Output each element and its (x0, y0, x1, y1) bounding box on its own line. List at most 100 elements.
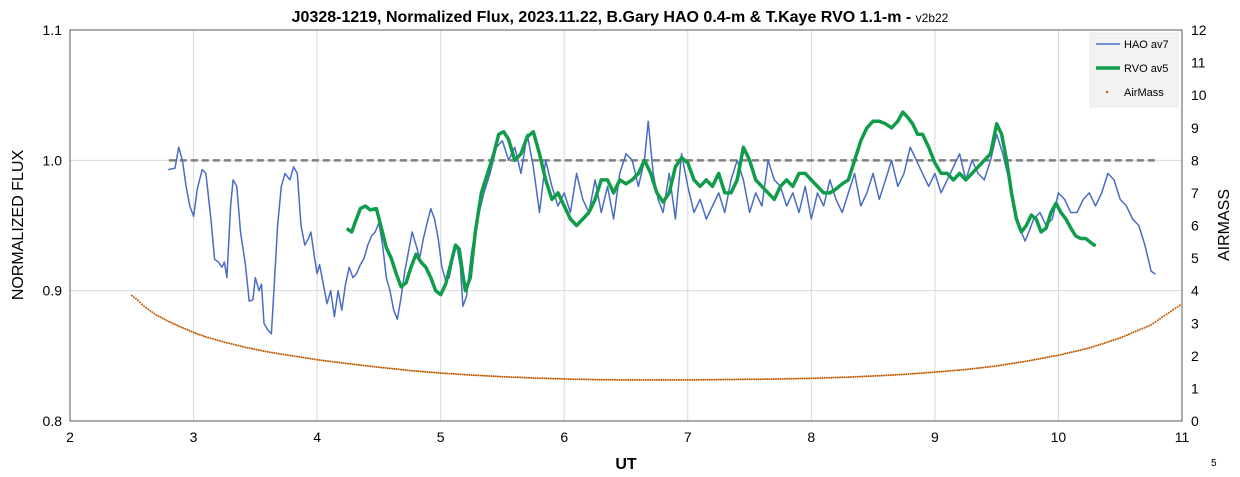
airmass-point (282, 353, 285, 356)
airmass-point (554, 377, 557, 380)
airmass-point (625, 378, 627, 381)
airmass-point (422, 370, 424, 373)
airmass-point (989, 365, 991, 368)
airmass-point (209, 337, 212, 340)
airmass-point (336, 361, 338, 364)
airmass-point (1050, 355, 1053, 358)
airmass-point (574, 378, 577, 381)
airmass-point (331, 360, 334, 363)
airmass-point (666, 378, 669, 381)
airmass-point (1013, 362, 1016, 365)
airmass-point (609, 378, 612, 381)
airmass-point (664, 378, 667, 381)
airmass-point (980, 366, 983, 369)
airmass-point (1059, 353, 1062, 356)
airmass-point (850, 376, 852, 378)
airmass-point (163, 318, 166, 321)
airmass-point (1006, 363, 1009, 366)
airmass-point (889, 374, 892, 377)
airmass-point (1039, 357, 1042, 360)
airmass-point (1167, 311, 1170, 314)
airmass-point (700, 378, 702, 381)
airmass-point (386, 367, 389, 370)
airmass-point (1053, 355, 1055, 357)
airmass-point (828, 376, 830, 379)
airmass-point (1004, 363, 1007, 366)
airmass-point (845, 376, 848, 379)
airmass-point (508, 376, 511, 378)
airmass-point (686, 378, 689, 381)
airmass-point (678, 378, 680, 381)
airmass-point (536, 377, 539, 380)
airmass-point (1057, 354, 1060, 357)
airmass-point (616, 378, 619, 381)
y2-tick-label: 3 (1191, 315, 1199, 331)
airmass-point (342, 362, 345, 365)
airmass-point (188, 329, 191, 332)
airmass-point (596, 378, 599, 381)
airmass-point (251, 347, 253, 350)
airmass-point (602, 378, 605, 381)
airmass-point (836, 376, 839, 379)
airmass-point (598, 378, 601, 381)
airmass-point (896, 373, 899, 376)
y2-tick-label: 2 (1191, 348, 1199, 364)
y2-tick-label: 9 (1191, 120, 1199, 136)
airmass-point (264, 350, 267, 353)
y2-tick-label: 8 (1191, 152, 1199, 168)
airmass-point (788, 377, 791, 380)
airmass-point (430, 371, 433, 374)
airmass-point (565, 378, 568, 380)
airmass-point (779, 378, 782, 380)
airmass-point (235, 344, 237, 346)
airmass-point (1024, 360, 1027, 363)
airmass-point (649, 378, 652, 381)
airmass-point (744, 378, 747, 381)
airmass-point (1103, 342, 1106, 344)
airmass-point (428, 371, 431, 374)
y2-tick-label: 6 (1191, 218, 1199, 234)
airmass-point (717, 378, 720, 381)
x-tick-label: 8 (807, 429, 815, 445)
airmass-point (636, 378, 638, 381)
airmass-point (1008, 362, 1011, 365)
airmass-point (182, 327, 185, 329)
airmass-point (1011, 362, 1014, 365)
airmass-point (1081, 348, 1084, 351)
airmass-point (594, 378, 597, 381)
airmass-point (722, 378, 725, 381)
airmass-point (1042, 357, 1044, 360)
airmass-point (719, 378, 722, 381)
airmass-point (174, 323, 176, 326)
airmass-point (783, 377, 786, 380)
airmass-point (277, 352, 280, 355)
airmass-point (499, 375, 502, 378)
airmass-point (366, 365, 369, 367)
airmass-point (918, 372, 921, 375)
y2-tick-label: 10 (1191, 87, 1207, 103)
airmass-point (1019, 361, 1022, 364)
airmass-point (225, 341, 228, 344)
airmass-point (1033, 358, 1036, 361)
chart-title-main: J0328-1219, Normalized Flux, 2023.11.22,… (292, 9, 916, 26)
airmass-point (770, 378, 773, 381)
series-airmass (130, 294, 1181, 381)
airmass-point (1064, 352, 1067, 355)
airmass-point (435, 371, 438, 374)
airmass-point (530, 376, 533, 379)
airmass-point (382, 366, 385, 369)
airmass-point (433, 371, 435, 374)
airmass-point (373, 365, 376, 368)
airmass-point (196, 332, 199, 335)
airmass-point (255, 348, 258, 351)
airmass-point (951, 369, 954, 372)
airmass-point (322, 359, 325, 362)
airmass-point (218, 339, 221, 342)
airmass-point (512, 376, 515, 379)
airmass-point (1152, 322, 1155, 325)
airmass-point (300, 356, 303, 359)
airmass-point (1092, 345, 1095, 348)
airmass-point (419, 370, 422, 373)
airmass-point (737, 378, 740, 381)
airmass-point (550, 377, 552, 380)
